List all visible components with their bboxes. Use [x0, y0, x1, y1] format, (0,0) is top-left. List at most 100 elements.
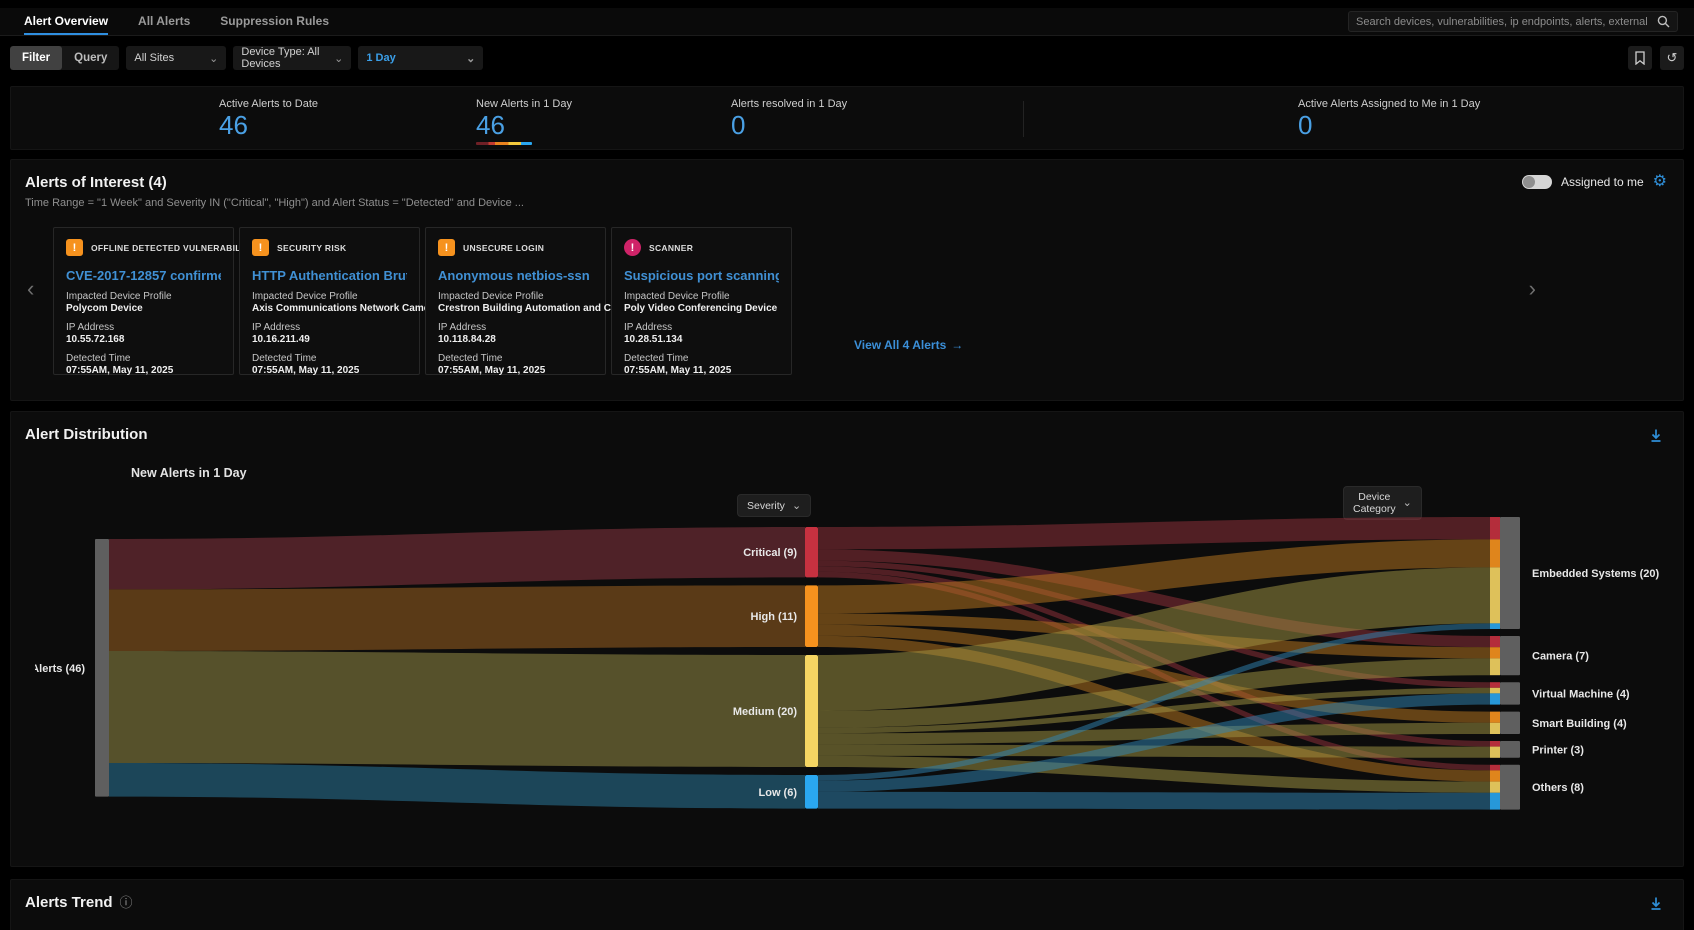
alert-card[interactable]: ! UNSECURE LOGIN Anonymous netbios-ssn log…	[425, 227, 639, 376]
global-search[interactable]	[1348, 11, 1678, 32]
stat-value[interactable]: 0	[1298, 110, 1313, 140]
stat-value[interactable]: 46	[476, 110, 505, 140]
alert-type-label: OFFLINE DETECTED VULNERABILITY	[91, 242, 255, 253]
aoi-cards-row: ! OFFLINE DETECTED VULNERABILITY CVE-2017-…	[25, 227, 1683, 376]
alert-field-value: 10.16.211.49	[252, 334, 310, 345]
nav-right	[1348, 8, 1678, 35]
alert-field-label: Detected Time	[252, 353, 317, 364]
svg-text:Virtual Machine (4): Virtual Machine (4)	[1532, 688, 1630, 700]
alert-severity-icon: !	[252, 239, 269, 256]
alert-distribution-panel: Alert Distribution New Alerts in 1 Day S…	[10, 411, 1684, 867]
alert-card[interactable]: ! SCANNER Suspicious port scanning activit…	[611, 227, 792, 376]
alert-field-time: Detected Time 07:55AM, May 11, 2025	[438, 353, 593, 376]
filter-dropdowns: All Sites ⌄ Device Type: All Devices ⌄ 1 Day…	[126, 46, 484, 70]
alert-badge-row: ! SCANNER	[624, 239, 779, 256]
alert-badge-row: ! SECURITY RISK	[252, 239, 407, 256]
alert-field-label: Detected Time	[438, 353, 503, 364]
alert-title-link[interactable]: CVE-2017-12857 confirmed on...	[66, 268, 221, 283]
alert-severity-icon: !	[66, 239, 83, 256]
download-icon	[1651, 897, 1661, 910]
alert-field-label: IP Address	[624, 322, 673, 333]
search-icon[interactable]	[1657, 15, 1670, 28]
carousel-right-icon[interactable]: ›	[1528, 276, 1536, 301]
aoi-header: Alerts of Interest (4) Time Range = "1 W…	[25, 173, 1683, 210]
alert-severity-icon: !	[438, 239, 455, 256]
alert-title-link[interactable]: Anonymous netbios-ssn login a...	[438, 268, 593, 283]
assigned-to-me-toggle[interactable]	[1521, 175, 1552, 189]
alerts-trend-header: Alerts Trend ⓘ	[25, 894, 1683, 911]
svg-text:Critical (9): Critical (9)	[743, 547, 797, 559]
alert-badge-row: ! OFFLINE DETECTED VULNERABILITY	[66, 239, 255, 256]
top-strip	[0, 0, 1694, 8]
svg-text:Medium (20): Medium (20)	[733, 706, 798, 718]
distribution-download-button[interactable]	[1649, 428, 1663, 448]
svg-text:Camera (7): Camera (7)	[1532, 651, 1589, 663]
stat-label: Active Alerts Assigned to Me in 1 Day	[1298, 98, 1481, 110]
severity-dimension-dropdown[interactable]: Severity ⌄	[737, 494, 812, 517]
alert-field-profile: Impacted Device Profile Axis Communicatio…	[252, 291, 439, 314]
stat-value[interactable]: 0	[731, 110, 746, 140]
alert-field-value: 10.118.84.28	[438, 334, 496, 345]
alert-field-value: Polycom Device	[66, 303, 143, 314]
bookmark-icon	[1635, 51, 1645, 65]
sankey-chart[interactable]: Alerts (46) Critical (9) High (11) Medium (…	[31, 517, 1683, 817]
gear-icon[interactable]: ⚙	[1652, 173, 1667, 190]
arrow-right-icon: →	[951, 338, 964, 352]
alert-type-label: SCANNER	[649, 242, 694, 253]
tab-all-alerts[interactable]: All Alerts	[138, 13, 191, 28]
alert-title-link[interactable]: Suspicious port scanning activity	[624, 268, 779, 283]
alert-cards: ! OFFLINE DETECTED VULNERABILITY CVE-2017-…	[53, 227, 792, 376]
dropdown-1-day[interactable]: 1 Day ⌄	[358, 46, 484, 70]
bookmark-button[interactable]	[1628, 46, 1652, 70]
dropdown-device-type-all-devices[interactable]: Device Type: All Devices ⌄	[233, 46, 352, 70]
query-button[interactable]: Query	[74, 52, 108, 64]
top-nav: Alert Overview All Alerts Suppression Rule…	[0, 8, 1694, 36]
stat-label: New Alerts in 1 Day	[476, 98, 572, 110]
stat-card-active-alerts-to-date: Active Alerts to Date 46	[219, 98, 318, 139]
alert-field-label: Impacted Device Profile	[624, 291, 730, 302]
alert-severity-icon: !	[624, 239, 641, 256]
aoi-header-text: Alerts of Interest (4) Time Range = "1 W…	[25, 174, 524, 209]
dropdown-label: Device Type: All Devices	[241, 46, 320, 70]
carousel-left-icon[interactable]: ‹	[27, 276, 35, 301]
chevron-down-icon: ⌄	[466, 52, 476, 65]
alerts-trend-panel: Alerts Trend ⓘ	[10, 879, 1684, 930]
aoi-filter-summary: Time Range = "1 Week" and Severity IN ("…	[25, 197, 524, 209]
alert-field-label: Impacted Device Profile	[66, 291, 172, 302]
tab-alert-overview[interactable]: Alert Overview	[24, 8, 109, 35]
dropdown-all-sites[interactable]: All Sites ⌄	[126, 46, 227, 70]
tab-suppression-rules[interactable]: Suppression Rules	[220, 13, 329, 28]
stats-panel: Active Alerts to Date 46 New Alerts in 1 D…	[10, 86, 1684, 150]
alert-card[interactable]: ! SECURITY RISK HTTP Authentication Brute …	[239, 227, 439, 376]
stat-label: Active Alerts to Date	[219, 98, 319, 110]
view-all-label: View All 4 Alerts	[854, 338, 947, 352]
alert-field-ip: IP Address 10.28.51.134	[624, 322, 779, 345]
alerts-trend-title: Alerts Trend	[25, 894, 113, 911]
alert-field-profile: Impacted Device Profile Polycom Device	[66, 291, 221, 314]
filter-button[interactable]: Filter	[10, 46, 63, 70]
alert-field-profile: Impacted Device Profile Crestron Building…	[438, 291, 639, 314]
chevron-down-icon: ⌄	[209, 52, 219, 65]
alert-title-link[interactable]: HTTP Authentication Brute For...	[252, 268, 407, 283]
alert-field-label: Impacted Device Profile	[438, 291, 544, 302]
stat-value[interactable]: 46	[219, 110, 248, 140]
alerts-of-interest-panel: Alerts of Interest (4) Time Range = "1 W…	[10, 159, 1684, 401]
stat-card-new-alerts-in-1-day: New Alerts in 1 Day 46	[476, 98, 572, 146]
search-input[interactable]	[1356, 15, 1651, 28]
info-icon[interactable]: ⓘ	[119, 895, 133, 910]
alert-field-time: Detected Time 07:55AM, May 11, 2025	[624, 353, 779, 376]
chevron-down-icon: ⌄	[1402, 496, 1412, 509]
category-dimension-dropdown[interactable]: Device Category ⌄	[1343, 486, 1422, 521]
svg-text:High (11): High (11)	[751, 611, 798, 623]
trend-download-button[interactable]	[1649, 896, 1663, 916]
stat-label: Alerts resolved in 1 Day	[731, 98, 848, 110]
sankey-axis-label: New Alerts in 1 Day	[131, 466, 247, 480]
alert-field-value: Axis Communications Network Camera	[252, 303, 439, 314]
alert-field-ip: IP Address 10.55.72.168	[66, 322, 221, 345]
svg-text:Smart Building (4): Smart Building (4)	[1532, 718, 1627, 730]
category-dropdown-label: Device Category	[1353, 491, 1396, 516]
assigned-to-me-label: Assigned to me	[1560, 175, 1644, 189]
view-all-alerts-link[interactable]: View All 4 Alerts →	[854, 315, 963, 375]
alert-card[interactable]: ! OFFLINE DETECTED VULNERABILITY CVE-2017-…	[53, 227, 255, 376]
refresh-button[interactable]: ↺	[1660, 46, 1684, 70]
